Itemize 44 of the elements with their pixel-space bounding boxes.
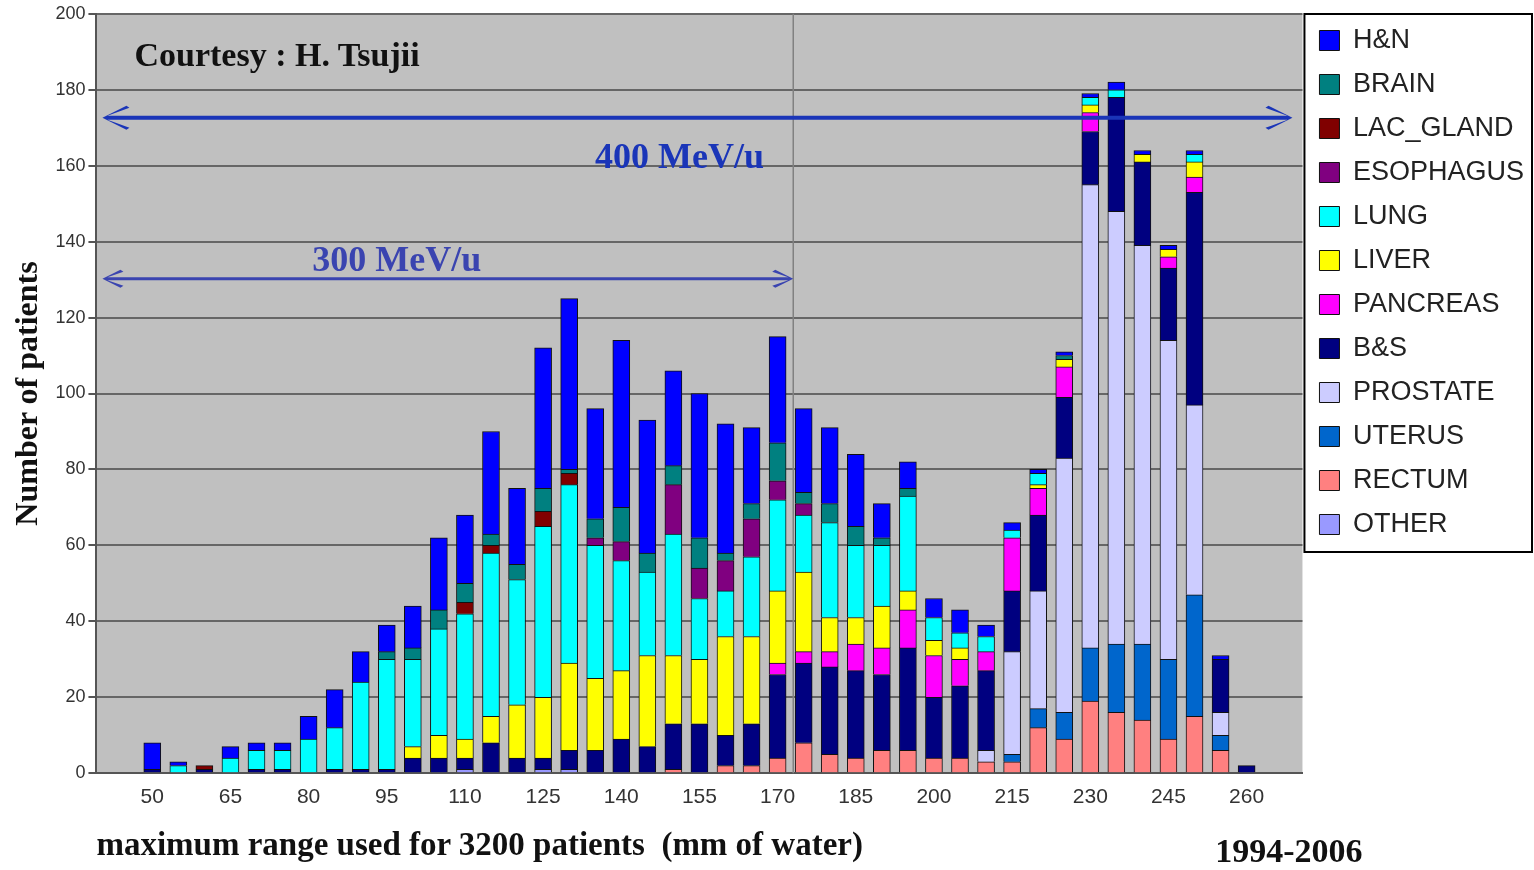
- x-tick-label: 155: [681, 783, 717, 807]
- legend-label: H&N: [1352, 23, 1410, 54]
- legend-label: LIVER: [1352, 243, 1431, 274]
- legend-label: ESOPHAGUS: [1352, 155, 1524, 186]
- legend-label: BRAIN: [1352, 67, 1436, 98]
- legend-label: LAC_GLAND: [1352, 111, 1514, 142]
- y-tick-label: 0: [75, 762, 86, 783]
- x-tick-label: 80: [296, 783, 321, 807]
- x-tick-label: 140: [603, 783, 639, 807]
- y-tick-label: 140: [55, 230, 86, 251]
- legend-label: B&S: [1352, 331, 1407, 362]
- legend-label: OTHER: [1352, 507, 1448, 538]
- legend-label: LUNG: [1352, 199, 1428, 230]
- y-tick-label: 80: [65, 458, 86, 479]
- x-tick-label: 125: [525, 783, 561, 807]
- text: 1994-2006: [1215, 832, 1363, 869]
- x-tick-label: 95: [375, 783, 399, 807]
- x-tick-label: 200: [916, 783, 952, 807]
- legend-label: RECTUM: [1352, 463, 1469, 494]
- legend-label: UTERUS: [1352, 419, 1464, 450]
- x-tick-label: 65: [218, 783, 243, 807]
- y-tick-label: 40: [65, 610, 86, 631]
- x-tick-label: 170: [760, 783, 796, 807]
- y-tick-label: 120: [55, 306, 86, 327]
- y-tick-label: 60: [65, 534, 86, 555]
- annotation: Courtesy : H. Tsujii: [134, 35, 420, 73]
- x-axis-title: maximum range used for 3200 patients (mm of water): [96, 825, 863, 863]
- y-tick-label: 20: [65, 686, 86, 707]
- x-tick-label: 50: [140, 783, 164, 807]
- legend-label: PANCREAS: [1352, 287, 1500, 318]
- x-tick-label: 260: [1229, 783, 1265, 807]
- x-tick-label: 215: [994, 783, 1030, 807]
- x-tick-label: 185: [838, 783, 874, 807]
- y-tick-label: 160: [55, 154, 86, 175]
- x-tick-label: 245: [1150, 783, 1186, 807]
- x-tick-label: 110: [448, 783, 482, 807]
- annotation: 300 MeV/u: [312, 238, 482, 279]
- x-tick-label: 230: [1072, 783, 1108, 807]
- y-tick-label: 100: [55, 382, 86, 403]
- legend-label: PROSTATE: [1352, 375, 1495, 406]
- y-tick-label: 180: [55, 78, 86, 99]
- y-tick-label: 200: [55, 2, 86, 23]
- y-axis-title: Number of patients: [8, 261, 45, 526]
- annotation: 400 MeV/u: [594, 135, 764, 176]
